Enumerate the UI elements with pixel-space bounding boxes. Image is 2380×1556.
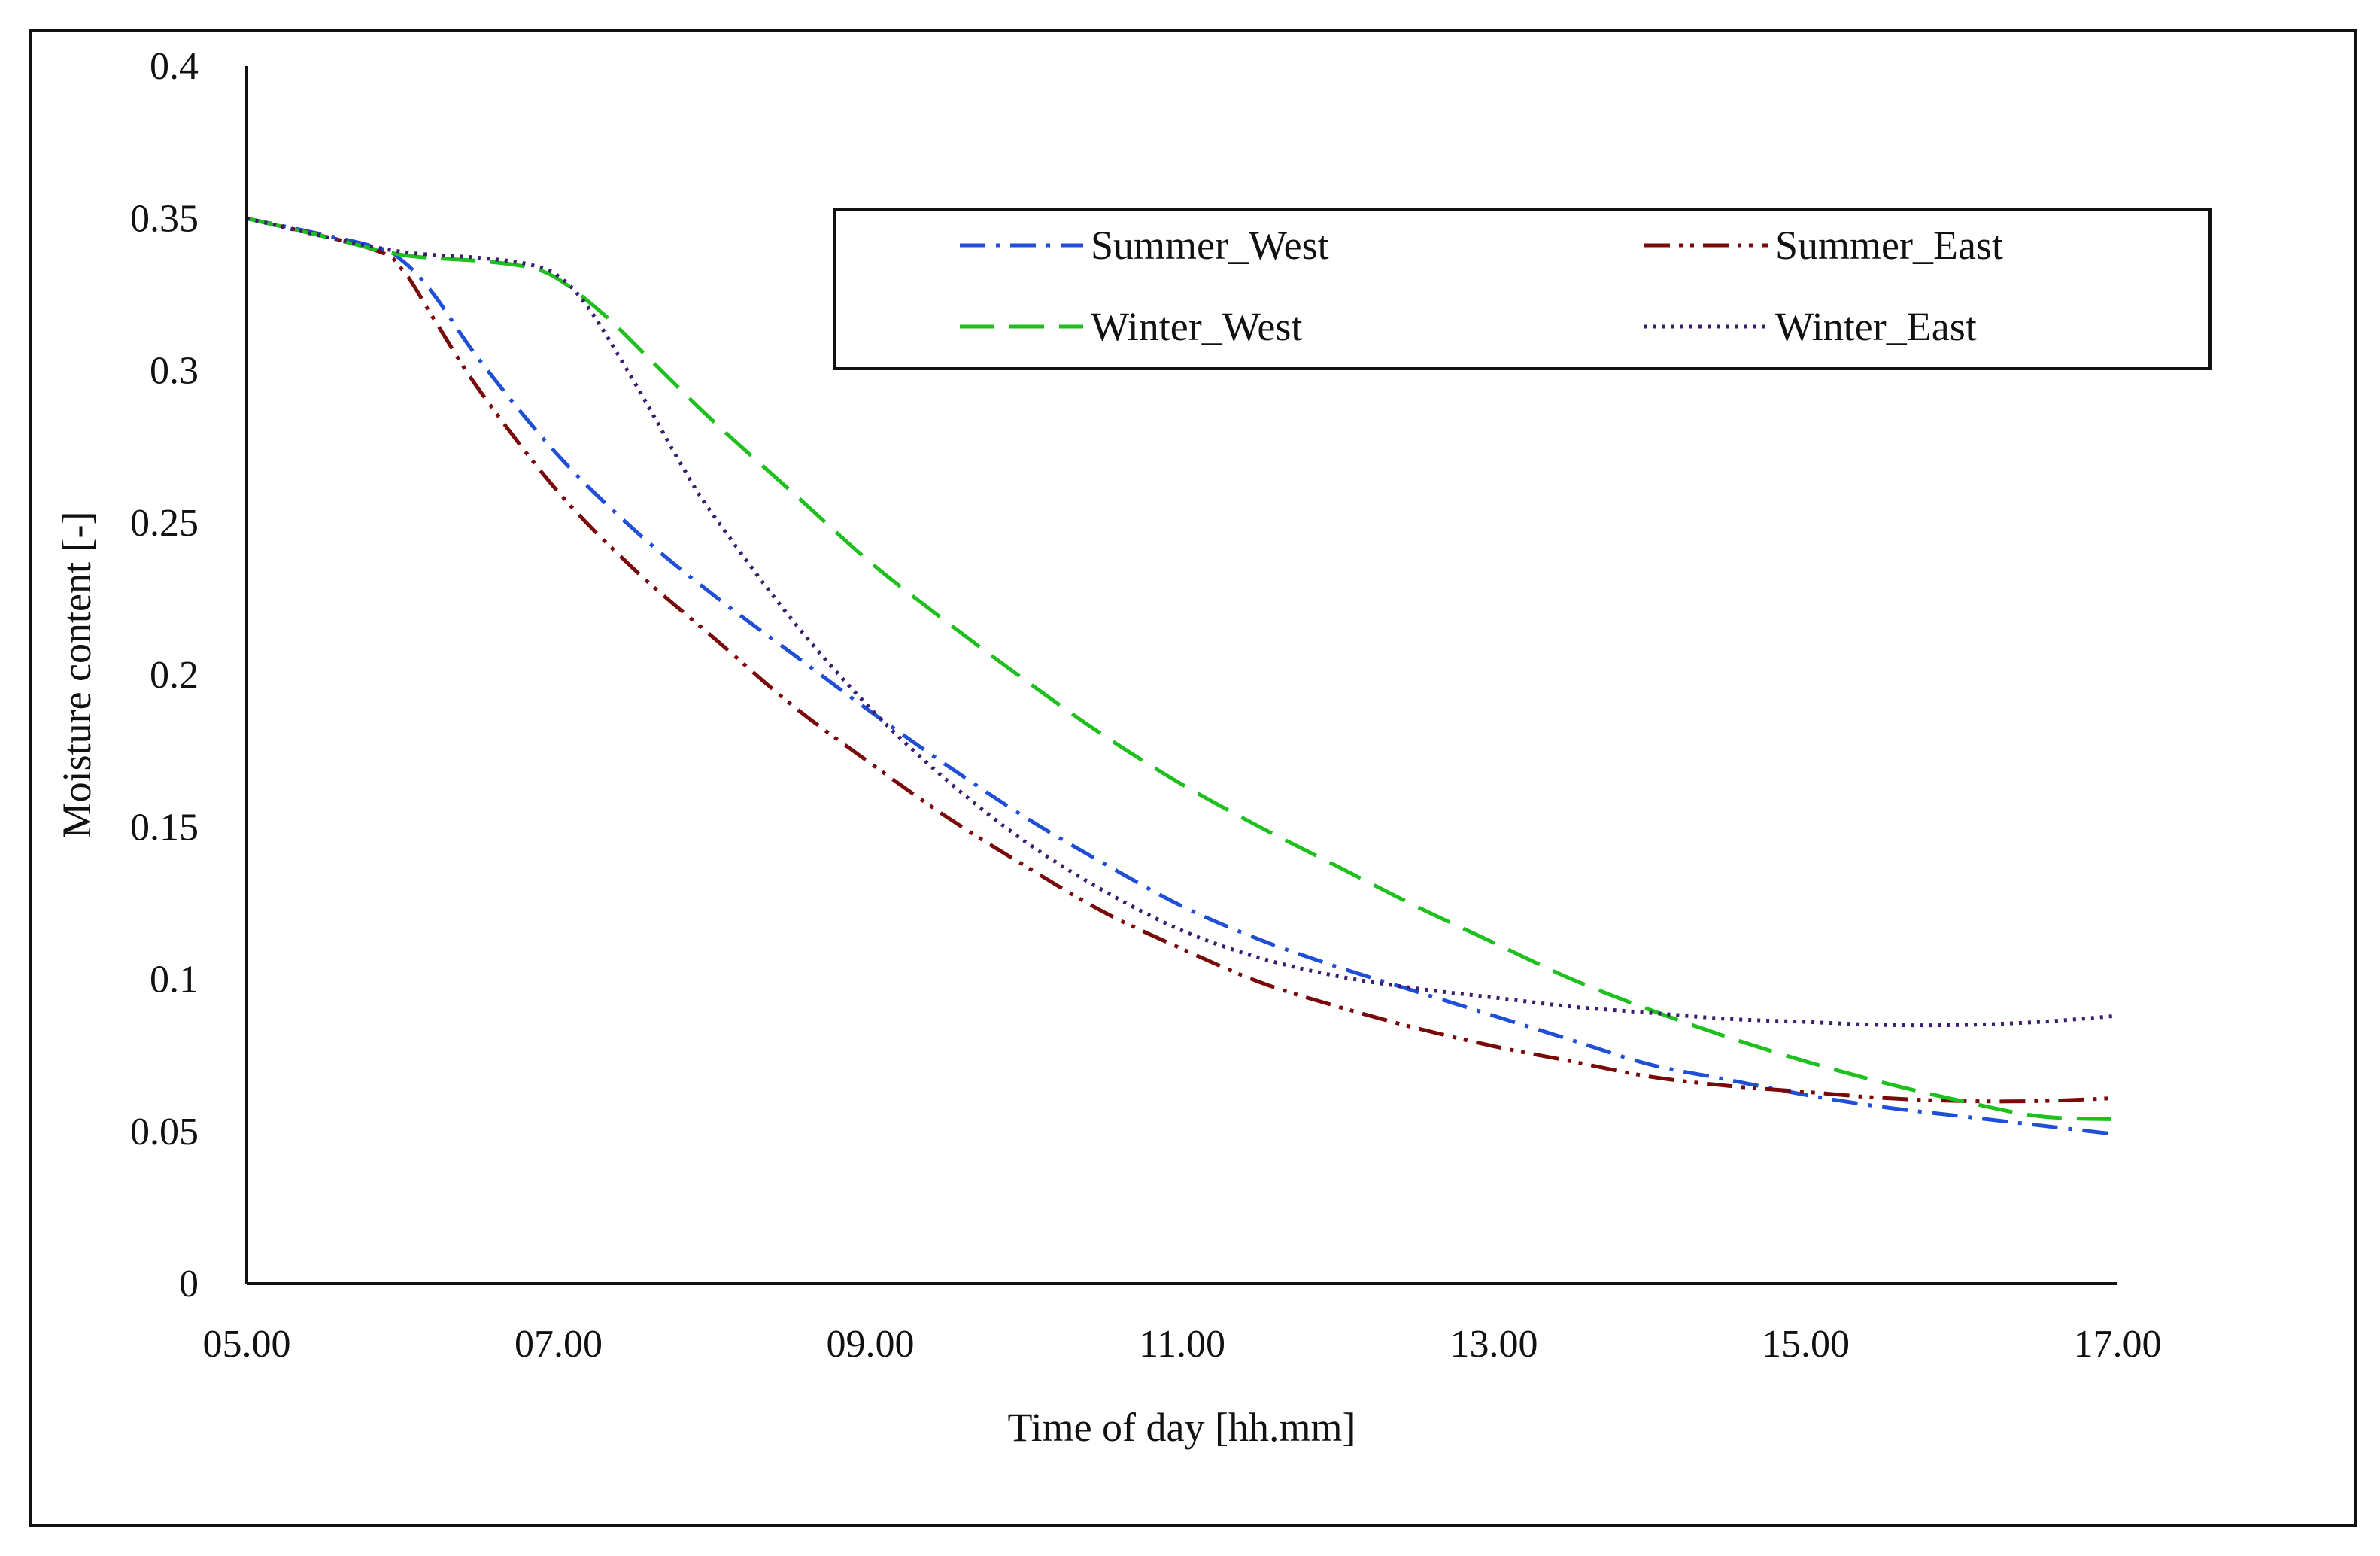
- legend-box: [833, 208, 2212, 370]
- y-tick-label: 0.1: [150, 959, 199, 1001]
- legend-label-winter-east: Winter_East: [1775, 304, 1977, 349]
- x-tick-label: 05.00: [203, 1323, 291, 1366]
- x-tick-label: 13.00: [1450, 1323, 1538, 1366]
- legend-label-winter-west: Winter_West: [1091, 304, 1302, 349]
- x-tick-label: 07.00: [515, 1323, 603, 1366]
- y-tick-label: 0.35: [130, 197, 199, 240]
- y-axis-title: Moisture content [-]: [54, 512, 99, 839]
- tick-labels: 0 0.05 0.1 0.15 0.2 0.25 0.3 0.35 0.4 05.00 07.00 0…: [130, 45, 2162, 1366]
- y-tick-label: 0.2: [150, 654, 199, 697]
- series-line-summer-east: [246, 216, 2118, 1104]
- y-tick-label: 0.25: [130, 502, 199, 545]
- axes: [245, 66, 2117, 1285]
- x-tick-label: 17.00: [2074, 1323, 2162, 1366]
- x-tick-label: 11.00: [1139, 1323, 1225, 1366]
- y-tick-label: 0.05: [130, 1111, 199, 1153]
- x-tick-label: 15.00: [1762, 1323, 1850, 1366]
- y-tick-label: 0.3: [150, 350, 199, 393]
- y-tick-label: 0: [179, 1263, 199, 1305]
- x-axis-title: Time of day [hh.mm]: [1008, 1405, 1356, 1450]
- legend-label-summer-east: Summer_East: [1775, 223, 2003, 268]
- series-line-winter-west: [246, 216, 2118, 1122]
- legend: Summer_West Summer_East Winter_West Winter_…: [833, 208, 2212, 370]
- series-line-winter-east: [246, 216, 2118, 1028]
- y-tick-label: 0.4: [150, 45, 199, 88]
- x-tick-label: 09.00: [827, 1323, 915, 1366]
- plot-area: [246, 216, 2118, 1137]
- legend-label-summer-west: Summer_West: [1091, 223, 1329, 268]
- y-tick-label: 0.15: [130, 806, 199, 849]
